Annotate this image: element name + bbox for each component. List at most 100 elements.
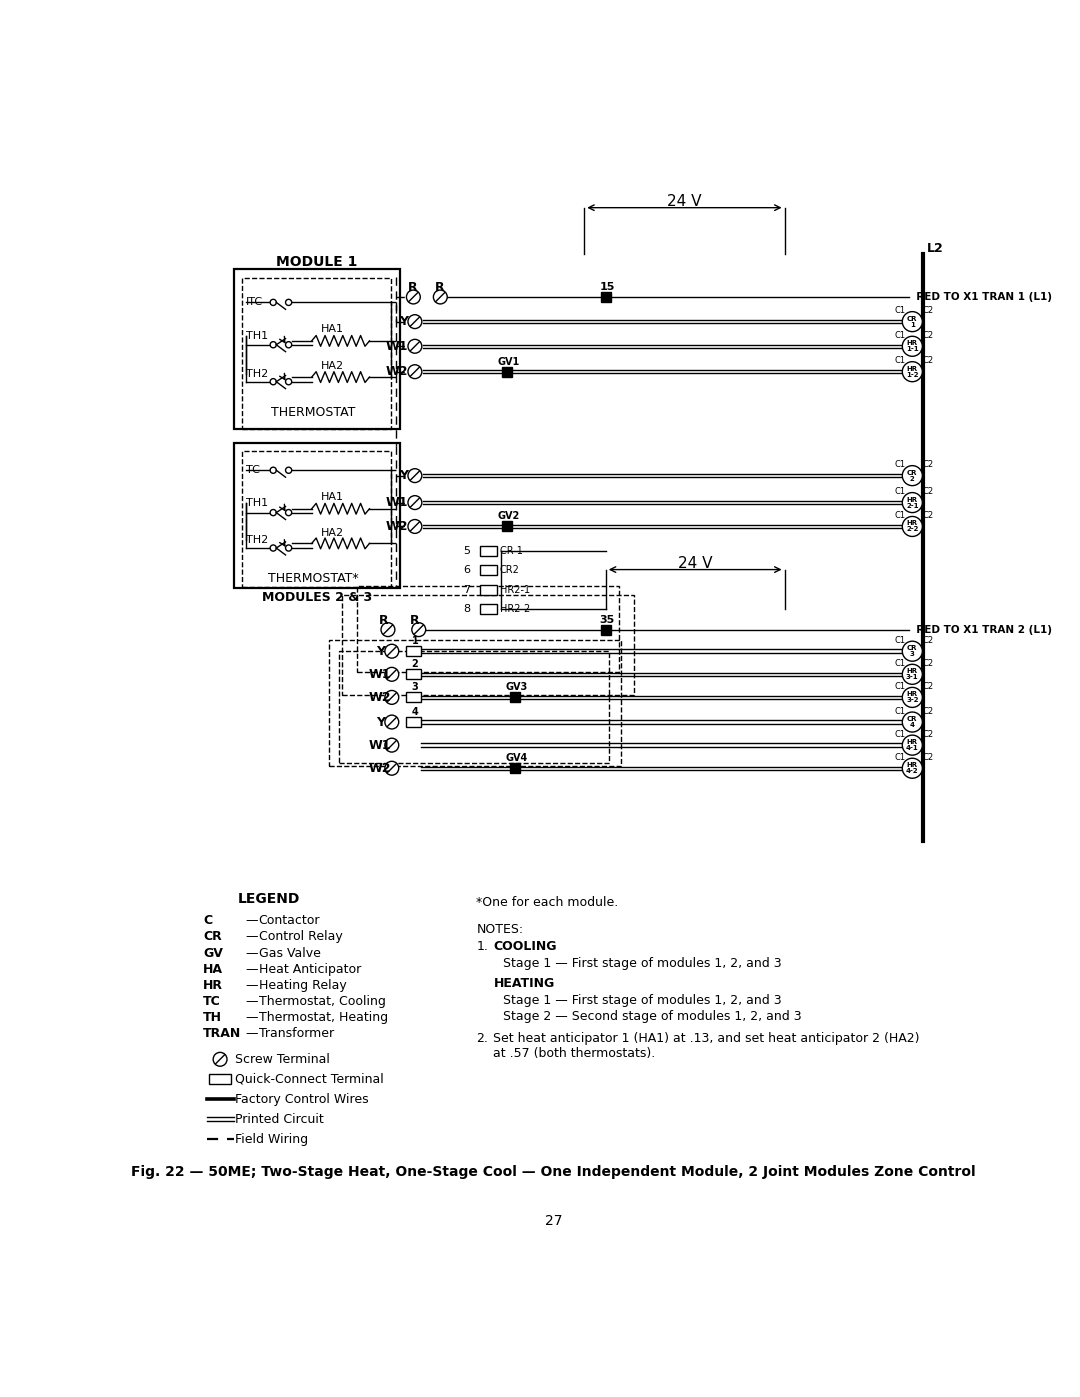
Circle shape	[408, 520, 422, 534]
Text: C2: C2	[922, 461, 933, 469]
Text: L2: L2	[927, 242, 944, 256]
Text: HA2: HA2	[321, 528, 345, 538]
Text: GV3: GV3	[505, 682, 528, 693]
Text: Set heat anticipator 1 (HA1) at .13, and set heat anticipator 2 (HA2): Set heat anticipator 1 (HA1) at .13, and…	[494, 1032, 920, 1045]
Text: TH2: TH2	[246, 535, 269, 545]
Circle shape	[381, 623, 395, 637]
Text: C1: C1	[894, 461, 905, 469]
Text: Screw Terminal: Screw Terminal	[235, 1053, 330, 1066]
Text: R: R	[410, 613, 420, 627]
Circle shape	[433, 291, 447, 305]
Text: TC: TC	[246, 465, 260, 475]
Text: 27: 27	[544, 1214, 563, 1228]
Text: R: R	[435, 281, 444, 295]
Text: TRAN: TRAN	[203, 1027, 242, 1041]
Text: TH1: TH1	[246, 499, 269, 509]
Bar	[406, 717, 421, 726]
Text: R: R	[408, 281, 417, 295]
Bar	[242, 451, 391, 587]
Text: Contactor: Contactor	[258, 914, 320, 928]
Text: HR
4-1: HR 4-1	[906, 739, 919, 752]
Text: —: —	[245, 947, 258, 960]
Circle shape	[384, 644, 399, 658]
Circle shape	[902, 759, 922, 778]
Text: C1: C1	[894, 753, 905, 761]
Text: TC: TC	[203, 995, 221, 1009]
Bar	[210, 1074, 231, 1084]
Text: HR
4-2: HR 4-2	[906, 763, 919, 774]
Text: 3: 3	[411, 682, 418, 693]
Text: LEGEND: LEGEND	[238, 893, 300, 907]
Text: 1: 1	[411, 636, 418, 647]
Circle shape	[408, 339, 422, 353]
Text: GV2: GV2	[498, 511, 519, 521]
Text: Stage 2 — Second stage of modules 1, 2, and 3: Stage 2 — Second stage of modules 1, 2, …	[503, 1010, 802, 1024]
Text: HR
1-2: HR 1-2	[906, 366, 919, 377]
Text: Quick-Connect Terminal: Quick-Connect Terminal	[235, 1073, 384, 1085]
Text: MODULES 2 & 3: MODULES 2 & 3	[261, 591, 372, 604]
Circle shape	[384, 738, 399, 752]
Circle shape	[270, 467, 276, 474]
Text: C2: C2	[922, 682, 933, 692]
Text: Transformer: Transformer	[258, 1027, 334, 1041]
Bar	[234, 443, 400, 588]
Text: C1: C1	[894, 356, 905, 366]
Text: Stage 1 — First stage of modules 1, 2, and 3: Stage 1 — First stage of modules 1, 2, a…	[503, 957, 782, 971]
Text: C2: C2	[922, 306, 933, 316]
Text: —: —	[245, 930, 258, 943]
Text: C2: C2	[922, 331, 933, 339]
Text: C2: C2	[922, 636, 933, 645]
Text: C1: C1	[894, 636, 905, 645]
Circle shape	[902, 337, 922, 356]
Circle shape	[408, 469, 422, 482]
Circle shape	[902, 493, 922, 513]
Text: C2: C2	[922, 707, 933, 715]
Bar	[600, 624, 611, 634]
Text: HR
1-1: HR 1-1	[906, 341, 919, 352]
Text: Thermostat, Cooling: Thermostat, Cooling	[258, 995, 386, 1009]
Text: HR
3-1: HR 3-1	[906, 668, 919, 680]
Circle shape	[384, 668, 399, 682]
Circle shape	[270, 545, 276, 550]
Text: W2: W2	[369, 692, 391, 704]
Text: 7: 7	[463, 584, 471, 595]
Circle shape	[285, 545, 292, 550]
Text: C1: C1	[894, 331, 905, 339]
Text: GV: GV	[203, 947, 224, 960]
Text: 35: 35	[599, 615, 615, 624]
Circle shape	[270, 379, 276, 384]
Circle shape	[285, 379, 292, 384]
Text: Stage 1 — First stage of modules 1, 2, and 3: Stage 1 — First stage of modules 1, 2, a…	[503, 995, 782, 1007]
Circle shape	[902, 517, 922, 536]
Circle shape	[408, 365, 422, 379]
Text: Printed Circuit: Printed Circuit	[235, 1113, 324, 1126]
Text: C1: C1	[894, 488, 905, 496]
Text: HA2: HA2	[321, 362, 345, 372]
Text: HR
2-2: HR 2-2	[906, 521, 918, 532]
Circle shape	[270, 342, 276, 348]
Text: C1: C1	[894, 682, 905, 692]
Bar	[234, 270, 400, 429]
Text: CR
3: CR 3	[907, 645, 918, 657]
Text: THERMOSTAT*: THERMOSTAT*	[268, 573, 359, 585]
Bar	[502, 521, 512, 531]
Text: 6: 6	[463, 566, 471, 576]
Text: C2: C2	[922, 729, 933, 739]
Text: Y: Y	[399, 316, 408, 328]
Circle shape	[902, 641, 922, 661]
Text: GV4: GV4	[505, 753, 528, 763]
Bar	[502, 366, 512, 377]
Circle shape	[285, 342, 292, 348]
Circle shape	[902, 735, 922, 756]
Circle shape	[408, 496, 422, 510]
Circle shape	[902, 362, 922, 381]
Text: TH2: TH2	[246, 369, 269, 379]
Circle shape	[406, 291, 420, 305]
Text: CR
4: CR 4	[907, 717, 918, 728]
Text: HA1: HA1	[321, 492, 343, 502]
Text: 24 V: 24 V	[667, 194, 702, 210]
Circle shape	[902, 712, 922, 732]
Text: C2: C2	[922, 659, 933, 668]
Text: W1: W1	[386, 496, 408, 509]
Text: C2: C2	[922, 488, 933, 496]
